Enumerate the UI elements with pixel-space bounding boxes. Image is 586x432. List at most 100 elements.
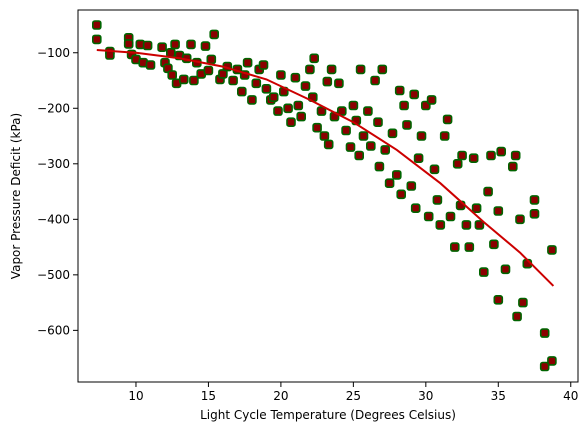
data-point <box>200 41 211 51</box>
data-point <box>374 161 385 172</box>
data-point <box>157 42 167 53</box>
data-point <box>341 125 351 136</box>
data-point <box>228 75 238 86</box>
data-point <box>242 57 253 68</box>
y-tick-label: −600 <box>37 323 70 337</box>
data-point <box>261 84 272 94</box>
data-point <box>394 85 405 96</box>
y-tick-label: −200 <box>37 101 70 115</box>
data-point <box>426 95 437 105</box>
fit-line <box>96 49 555 287</box>
data-point <box>170 39 180 50</box>
data-point <box>323 139 334 150</box>
data-point <box>290 72 301 83</box>
data-point <box>399 100 409 111</box>
data-point <box>461 220 472 230</box>
data-point <box>413 153 424 163</box>
data-point <box>432 195 443 205</box>
y-tick-label: −400 <box>37 212 70 226</box>
data-point <box>209 29 219 40</box>
x-axis-ticks: 10 15 20 25 30 35 40 <box>128 382 578 403</box>
data-point <box>486 150 496 161</box>
data-point <box>312 122 322 133</box>
data-point <box>309 53 320 64</box>
data-point <box>435 220 446 230</box>
x-axis-label: Light Cycle Temperature (Degrees Celsius… <box>200 408 456 422</box>
x-tick-label: 35 <box>491 389 506 403</box>
data-point <box>348 100 359 111</box>
data-point <box>322 76 333 87</box>
data-point <box>429 164 440 175</box>
data-point <box>445 211 456 222</box>
data-point <box>206 54 217 65</box>
data-point <box>416 131 427 141</box>
data-point <box>410 203 421 213</box>
x-tick-label: 25 <box>346 389 361 403</box>
data-point <box>510 150 521 161</box>
x-tick-label: 30 <box>418 389 433 403</box>
y-tick-label: −100 <box>37 46 70 60</box>
data-point <box>358 131 369 141</box>
data-point <box>293 100 304 111</box>
data-point <box>380 145 391 155</box>
data-point <box>478 267 489 277</box>
data-point <box>123 39 134 49</box>
data-point <box>145 60 156 70</box>
data-point <box>529 209 540 219</box>
data-point <box>296 111 307 122</box>
data-point <box>286 117 296 127</box>
data-point <box>305 64 315 75</box>
y-tick-label: −300 <box>37 157 70 171</box>
data-point <box>547 245 557 255</box>
data-point <box>316 106 327 116</box>
data-point <box>105 50 115 60</box>
data-point <box>363 106 373 116</box>
y-axis-ticks: −100 −200 −300 −400 −500 −600 <box>37 46 78 337</box>
x-tick-label: 15 <box>201 389 216 403</box>
data-point <box>471 203 482 213</box>
data-point <box>547 356 557 366</box>
x-tick-label: 10 <box>128 389 143 403</box>
data-point <box>258 60 269 70</box>
data-point <box>496 146 507 157</box>
data-point <box>92 20 102 30</box>
data-point <box>500 264 511 275</box>
data-point <box>300 81 311 91</box>
data-point <box>179 74 189 85</box>
data-point <box>365 141 376 151</box>
data-point <box>409 89 420 100</box>
data-point <box>92 34 102 45</box>
data-point <box>203 65 214 76</box>
data-point <box>319 131 330 141</box>
data-point <box>334 78 344 89</box>
data-point <box>189 75 199 86</box>
data-point <box>273 106 283 116</box>
data-point <box>276 70 286 80</box>
data-point <box>474 220 485 230</box>
data-point <box>512 311 522 322</box>
data-point <box>355 64 366 75</box>
data-point <box>336 106 347 116</box>
data-point <box>283 103 293 114</box>
data-point <box>406 181 417 191</box>
data-point <box>384 178 395 188</box>
data-point <box>373 117 383 127</box>
x-tick-label: 20 <box>273 389 288 403</box>
data-point <box>452 159 463 169</box>
data-point <box>518 297 528 308</box>
data-point <box>387 128 398 139</box>
data-point <box>539 361 550 372</box>
data-point <box>391 170 402 180</box>
data-point <box>442 114 453 125</box>
data-point <box>449 242 460 252</box>
data-point <box>439 131 450 141</box>
data-point <box>457 150 467 161</box>
data-point <box>489 239 499 250</box>
data-point <box>247 95 257 105</box>
data-point <box>186 39 196 50</box>
data-point <box>167 70 177 80</box>
y-axis-label: Vapor Pressure Deficit (kPa) <box>9 113 23 279</box>
fit-line-layer <box>96 49 555 287</box>
data-point <box>345 142 356 152</box>
data-point <box>326 64 337 75</box>
